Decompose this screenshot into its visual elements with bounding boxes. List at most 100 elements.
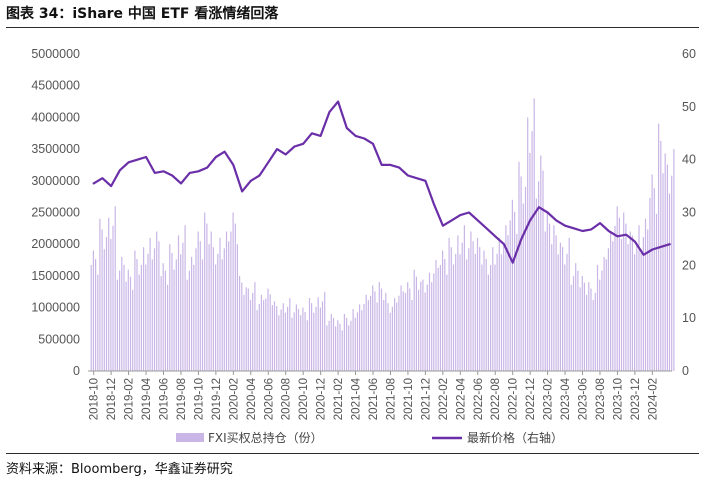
holdings-bar (206, 223, 208, 371)
x-tick-label: 2018-12 (106, 378, 118, 420)
holdings-bar (623, 212, 625, 371)
x-tick-label: 2023-06 (578, 378, 590, 420)
top-rule (6, 27, 699, 28)
left-axis-ticks: 0 500000 1000000 1500000 2000000 2500000 30000… (31, 47, 80, 378)
x-tick-label: 2021-04 (351, 377, 363, 420)
holdings-bar (459, 254, 461, 371)
holdings-bar (243, 294, 245, 371)
holdings-bar (225, 231, 228, 371)
holdings-bar (306, 320, 308, 371)
holdings-bar (315, 306, 317, 371)
holdings-bar (330, 313, 332, 371)
holdings-bar (474, 253, 476, 371)
price-line (92, 100, 671, 264)
holdings-bar (175, 259, 177, 371)
holdings-bar (431, 282, 433, 371)
x-tick-label: 2019-10 (193, 378, 205, 420)
holdings-bar (518, 161, 520, 371)
holdings-bar (278, 315, 280, 371)
holdings-bar (193, 264, 195, 371)
holdings-bar (592, 300, 594, 371)
right-axis-ticks: 0 10 20 30 40 50 60 (682, 47, 696, 378)
holdings-bar (647, 229, 649, 371)
holdings-bar (625, 223, 627, 371)
holdings-bar (236, 244, 238, 371)
holdings-bar (125, 281, 127, 371)
holdings-bar (114, 206, 116, 371)
holdings-bar (271, 305, 273, 371)
holdings-bar (466, 259, 468, 371)
holdings-bar (134, 250, 136, 371)
holdings-bar (664, 153, 666, 371)
x-tick-label: 2020-02 (228, 378, 240, 420)
holdings-bar (581, 275, 583, 371)
holdings-bar (407, 282, 409, 371)
holdings-bar (254, 282, 256, 371)
holdings-bar (433, 273, 435, 371)
holdings-bar (97, 274, 99, 371)
holdings-bar (437, 267, 439, 371)
holdings-bar (293, 312, 295, 371)
holdings-bar (579, 287, 581, 371)
x-tick-label: 2020-06 (263, 378, 275, 420)
holdings-bar (297, 309, 300, 371)
holdings-bar (457, 235, 459, 371)
x-tick-label: 2020-08 (281, 378, 293, 420)
holdings-bar (263, 300, 265, 371)
holdings-bar (385, 292, 387, 371)
holdings-bar (356, 312, 359, 371)
right-tick-label: 60 (682, 47, 696, 61)
left-tick-label: 1000000 (31, 301, 80, 315)
holdings-bar (428, 272, 431, 371)
legend: FXI买权总持仓（份） 最新价格（右轴） (176, 430, 563, 445)
holdings-bar (367, 300, 369, 371)
holdings-bar (516, 234, 518, 371)
holdings-bar (374, 291, 376, 371)
holdings-bar (221, 259, 223, 371)
holdings-bar (448, 237, 450, 371)
holdings-bar (583, 282, 585, 371)
holdings-bar (500, 254, 503, 371)
holdings-bar (439, 265, 441, 371)
holdings-bar (605, 259, 607, 371)
holdings-bar (651, 174, 653, 371)
holdings-bar (265, 298, 267, 371)
holdings-bar (291, 317, 293, 371)
holdings-bar (420, 281, 422, 371)
holdings-bar (524, 186, 527, 371)
holdings-bar (520, 176, 522, 371)
holdings-bar (328, 320, 330, 371)
x-tick-label: 2021-12 (420, 378, 432, 420)
holdings-bar (269, 294, 271, 371)
holdings-bar (640, 249, 642, 371)
holdings-bar (359, 304, 361, 371)
holdings-bar (241, 282, 243, 371)
holdings-bar (201, 259, 204, 371)
holdings-bar (204, 212, 206, 371)
holdings-bar (284, 312, 286, 371)
holdings-bar (156, 231, 158, 371)
chart-title: 图表 34：iShare 中国 ETF 看涨情绪回落 (6, 6, 279, 22)
holdings-bar (167, 284, 169, 371)
holdings-bar (492, 247, 494, 371)
holdings-bar (332, 317, 335, 371)
holdings-bar (223, 248, 225, 371)
holdings-bar (230, 231, 232, 371)
right-tick-label: 30 (682, 206, 696, 220)
legend-bar-swatch (176, 433, 204, 442)
holdings-bar (551, 244, 553, 371)
holdings-bar (490, 265, 492, 371)
holdings-bar (119, 270, 121, 371)
holdings-bar (208, 244, 210, 371)
holdings-bar (596, 264, 599, 371)
holdings-bar (341, 330, 343, 371)
holdings-bar (616, 206, 618, 371)
holdings-bar (370, 295, 372, 371)
holdings-bar (435, 260, 437, 371)
x-tick-label: 2022-12 (525, 378, 537, 420)
holdings-bar (188, 270, 190, 371)
holdings-bar (239, 275, 241, 371)
holdings-bar (481, 264, 483, 371)
holdings-bar (529, 152, 531, 371)
x-tick-label: 2019-06 (159, 378, 171, 420)
